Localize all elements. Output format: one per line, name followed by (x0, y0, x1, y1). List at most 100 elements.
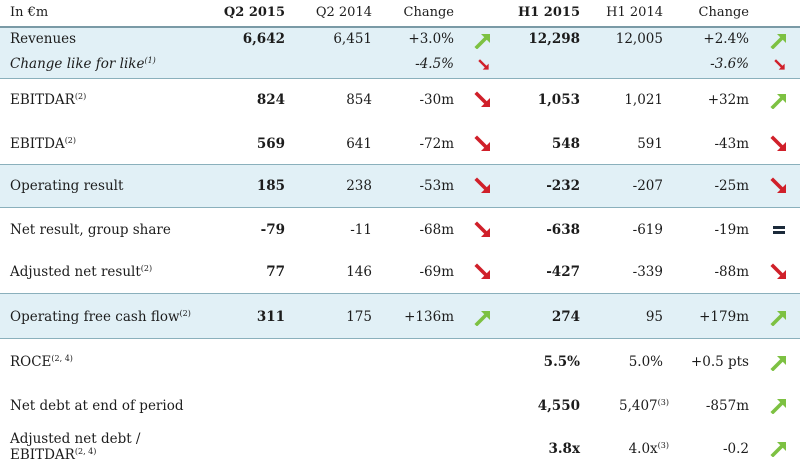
h-change-value: -25m (714, 178, 749, 194)
up-arrow-icon (771, 309, 788, 326)
q-change-value: -69m (419, 264, 454, 280)
up-arrow-icon (771, 440, 788, 457)
h1-2014-value: -619 (632, 222, 663, 238)
q2-2014-value: 6,451 (333, 31, 372, 47)
col-h1-2014-header: H1 2014 (606, 5, 663, 20)
h-change-value: -19m (714, 222, 749, 238)
col-q2-2014-header: Q2 2014 (315, 5, 372, 20)
q2-2014-value: 854 (346, 92, 372, 108)
row-label: Net result, group share (10, 222, 171, 238)
row-divider (0, 164, 800, 165)
h-change-value: +0.5 pts (690, 354, 749, 370)
h1-2014-value: 1,021 (624, 92, 663, 108)
col-q-change-header: Change (403, 5, 454, 20)
h1-2015-value: -232 (546, 178, 580, 194)
row-label: Adjusted net debt / (10, 431, 141, 447)
table-row: Adjusted net result(2) 77 146 -69m -427 … (0, 250, 800, 292)
q2-2015-value: -79 (260, 222, 285, 238)
col-h1-2015-header: H1 2015 (517, 5, 580, 20)
q2-2014-value: 238 (346, 178, 372, 194)
unit-header: In €m (10, 5, 49, 20)
h1-2014-value: 5.0% (628, 354, 663, 370)
q2-2015-value: 824 (256, 92, 285, 108)
q2-2015-value: 6,642 (242, 31, 285, 47)
row-label: EBITDAR(2) (10, 92, 87, 108)
q-change-value: -68m (419, 222, 454, 238)
h1-2015-value: 548 (551, 136, 580, 152)
down-arrow-icon (475, 136, 492, 153)
q-change-value: -72m (419, 136, 454, 152)
row-label: Adjusted net result(2) (10, 264, 153, 280)
row-label-line2: EBITDAR(2, 4) (10, 447, 97, 463)
table-row: Operating result 185 238 -53m -232 -207 … (0, 165, 800, 207)
h1-2015-value: 274 (551, 309, 580, 325)
row-label: Revenues (10, 31, 77, 47)
table-row: Operating free cash flow(2) 311 175 +136… (0, 294, 800, 338)
q2-2014-value: 175 (346, 309, 372, 325)
table-row: EBITDAR(2) 824 854 -30m 1,053 1,021 +32m (0, 79, 800, 121)
table-row: EBITDA(2) 569 641 -72m 548 591 -43m (0, 121, 800, 163)
h1-2014-value: 5,407(3) (619, 398, 669, 414)
h1-2014-value: 4.0x(3) (628, 441, 669, 457)
q2-2015-value: 311 (256, 309, 285, 325)
down-arrow-icon (771, 136, 788, 153)
row-label-like-for-like: Change like for like(1) (10, 56, 156, 72)
h1-2015-value: 3.8x (548, 441, 580, 457)
row-label: Net debt at end of period (10, 398, 184, 414)
h-change-value: -43m (714, 136, 749, 152)
row-divider (0, 78, 800, 79)
col-q2-2015-header: Q2 2015 (223, 5, 285, 20)
h-change-value: +32m (707, 92, 749, 108)
row-label: Operating result (10, 178, 124, 194)
h1-2014-value: -207 (632, 178, 663, 194)
up-arrow-icon (771, 32, 788, 49)
table-row: Adjusted net debt / EBITDAR(2, 4) 3.8x 4… (0, 425, 800, 467)
up-arrow-icon (475, 32, 492, 49)
h1-2015-value: 12,298 (528, 31, 580, 47)
up-arrow-icon (771, 397, 788, 414)
row-divider (0, 293, 800, 294)
q-change-value: +3.0% (408, 31, 454, 47)
q2-2015-value: 569 (256, 136, 285, 152)
table-row: Net debt at end of period 4,550 5,407(3)… (0, 381, 800, 425)
q-change-value: -4.5% (415, 56, 454, 72)
col-h-change-header: Change (698, 5, 749, 20)
h1-2015-value: -638 (546, 222, 580, 238)
q-change-value: -53m (419, 178, 454, 194)
down-arrow-icon (478, 59, 490, 71)
h1-2015-value: 1,053 (537, 92, 580, 108)
table-row: Revenues 6,642 6,451 +3.0% 12,298 12,005… (0, 28, 800, 78)
down-arrow-icon (475, 92, 492, 109)
h-change-value: -0.2 (722, 441, 749, 457)
h-change-value: +179m (699, 309, 749, 325)
h1-2015-value: -427 (546, 264, 580, 280)
row-label: EBITDA(2) (10, 136, 77, 152)
down-arrow-icon (475, 264, 492, 281)
table-header: In €m Q2 2015 Q2 2014 Change H1 2015 H1 … (0, 0, 800, 28)
q2-2015-value: 185 (256, 178, 285, 194)
down-arrow-icon (475, 178, 492, 195)
h1-2014-value: 12,005 (615, 31, 663, 47)
q2-2015-value: 77 (266, 264, 285, 280)
q2-2014-value: -11 (350, 222, 372, 238)
h-change-value: +2.4% (703, 31, 749, 47)
down-arrow-icon (771, 264, 788, 281)
h1-2014-value: -339 (632, 264, 663, 280)
down-arrow-icon (774, 59, 786, 71)
up-arrow-icon (475, 309, 492, 326)
q-change-value: -30m (419, 92, 454, 108)
h-change-value: -88m (714, 264, 749, 280)
row-divider (0, 207, 800, 208)
table-row: Net result, group share -79 -11 -68m -63… (0, 208, 800, 250)
h1-2014-value: 95 (645, 309, 663, 325)
h-change-value: -3.6% (710, 56, 749, 72)
row-label: ROCE(2, 4) (10, 354, 73, 370)
up-arrow-icon (771, 354, 788, 371)
q2-2014-value: 146 (346, 264, 372, 280)
row-divider (0, 338, 800, 339)
q-change-value: +136m (404, 309, 454, 325)
equal-icon (773, 226, 785, 234)
h-change-value: -857m (705, 398, 749, 414)
h1-2015-value: 5.5% (543, 354, 580, 370)
